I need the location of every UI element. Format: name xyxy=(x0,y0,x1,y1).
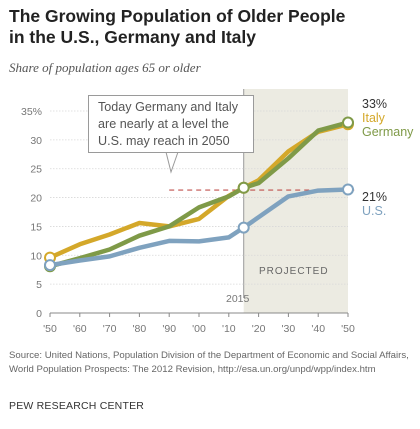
x-tick-label-2030: '30 xyxy=(282,323,296,335)
x-tick-label-1990: '90 xyxy=(162,323,176,335)
annotation-callout: Today Germany and Italy are nearly at a … xyxy=(88,95,254,153)
chart-title-line-2: in the U.S., Germany and Italy xyxy=(9,27,257,47)
projected-region xyxy=(243,89,348,313)
chart-title-line-1: The Growing Population of Older People xyxy=(9,6,346,26)
end-label-us: U.S. xyxy=(362,204,386,218)
y-tick-label-20: 20 xyxy=(30,193,42,205)
x-tick-label-1970: '70 xyxy=(103,323,117,335)
chart-title: The Growing Population of Older People i… xyxy=(9,6,409,48)
x-tick-label-1980: '80 xyxy=(133,323,147,335)
x-tick-label-2010: '10 xyxy=(222,323,236,335)
point-marker-germany-2050 xyxy=(342,116,354,129)
x-tick-label-2040: '40 xyxy=(311,323,325,335)
series-line-u-s xyxy=(47,187,351,268)
x-tick-label-2020: '20 xyxy=(252,323,266,335)
end-labels: 33% Italy Germany 21% U.S. PROJECTED 201… xyxy=(226,97,414,305)
y-tick-label-25: 25 xyxy=(30,164,42,176)
projected-shading xyxy=(243,89,348,313)
end-label-germany: Germany xyxy=(362,125,414,139)
point-markers xyxy=(44,116,354,273)
chart-subtitle: Share of population ages 65 or older xyxy=(9,60,201,75)
point-marker-u-s-2015 xyxy=(237,221,250,234)
point-marker-u-s-2050 xyxy=(342,183,354,196)
x-tick-label-2000: '00 xyxy=(192,323,206,335)
brand-footer: PEW RESEARCH CENTER xyxy=(9,400,145,412)
y-axis-ticks: 0 5 10 15 20 25 30 35% xyxy=(21,106,42,320)
x-tick-label-1960: '60 xyxy=(73,323,87,335)
series-line-italy xyxy=(47,122,351,260)
y-tick-label-35: 35% xyxy=(21,106,42,118)
end-label-italy-germany-pct: 33% xyxy=(362,97,387,111)
x-tick-label-1950: '50 xyxy=(43,323,57,335)
y-tick-label-30: 30 xyxy=(30,135,42,147)
series-lines xyxy=(47,120,351,269)
y-tick-label-0: 0 xyxy=(36,308,42,320)
end-label-italy: Italy xyxy=(362,111,386,125)
y-tick-label-15: 15 xyxy=(30,221,42,233)
y-tick-label-10: 10 xyxy=(30,250,42,262)
y-tick-label-5: 5 xyxy=(36,279,42,291)
projected-label: PROJECTED xyxy=(259,266,329,277)
callout-tail xyxy=(165,151,179,174)
point-marker-germany-2015 xyxy=(237,181,250,194)
point-marker-u-s-1950 xyxy=(44,259,56,272)
series-line-germany xyxy=(47,120,351,269)
end-label-us-pct: 21% xyxy=(362,190,387,204)
x-tick-label-2050: '50 xyxy=(341,323,355,335)
projected-year-label: 2015 xyxy=(226,293,250,305)
source-note: Source: United Nations, Population Divis… xyxy=(9,350,409,375)
x-axis-ticks: '50 '60 '70 '80 '90 '00 '10 '20 '30 '40 '50 xyxy=(43,313,355,335)
